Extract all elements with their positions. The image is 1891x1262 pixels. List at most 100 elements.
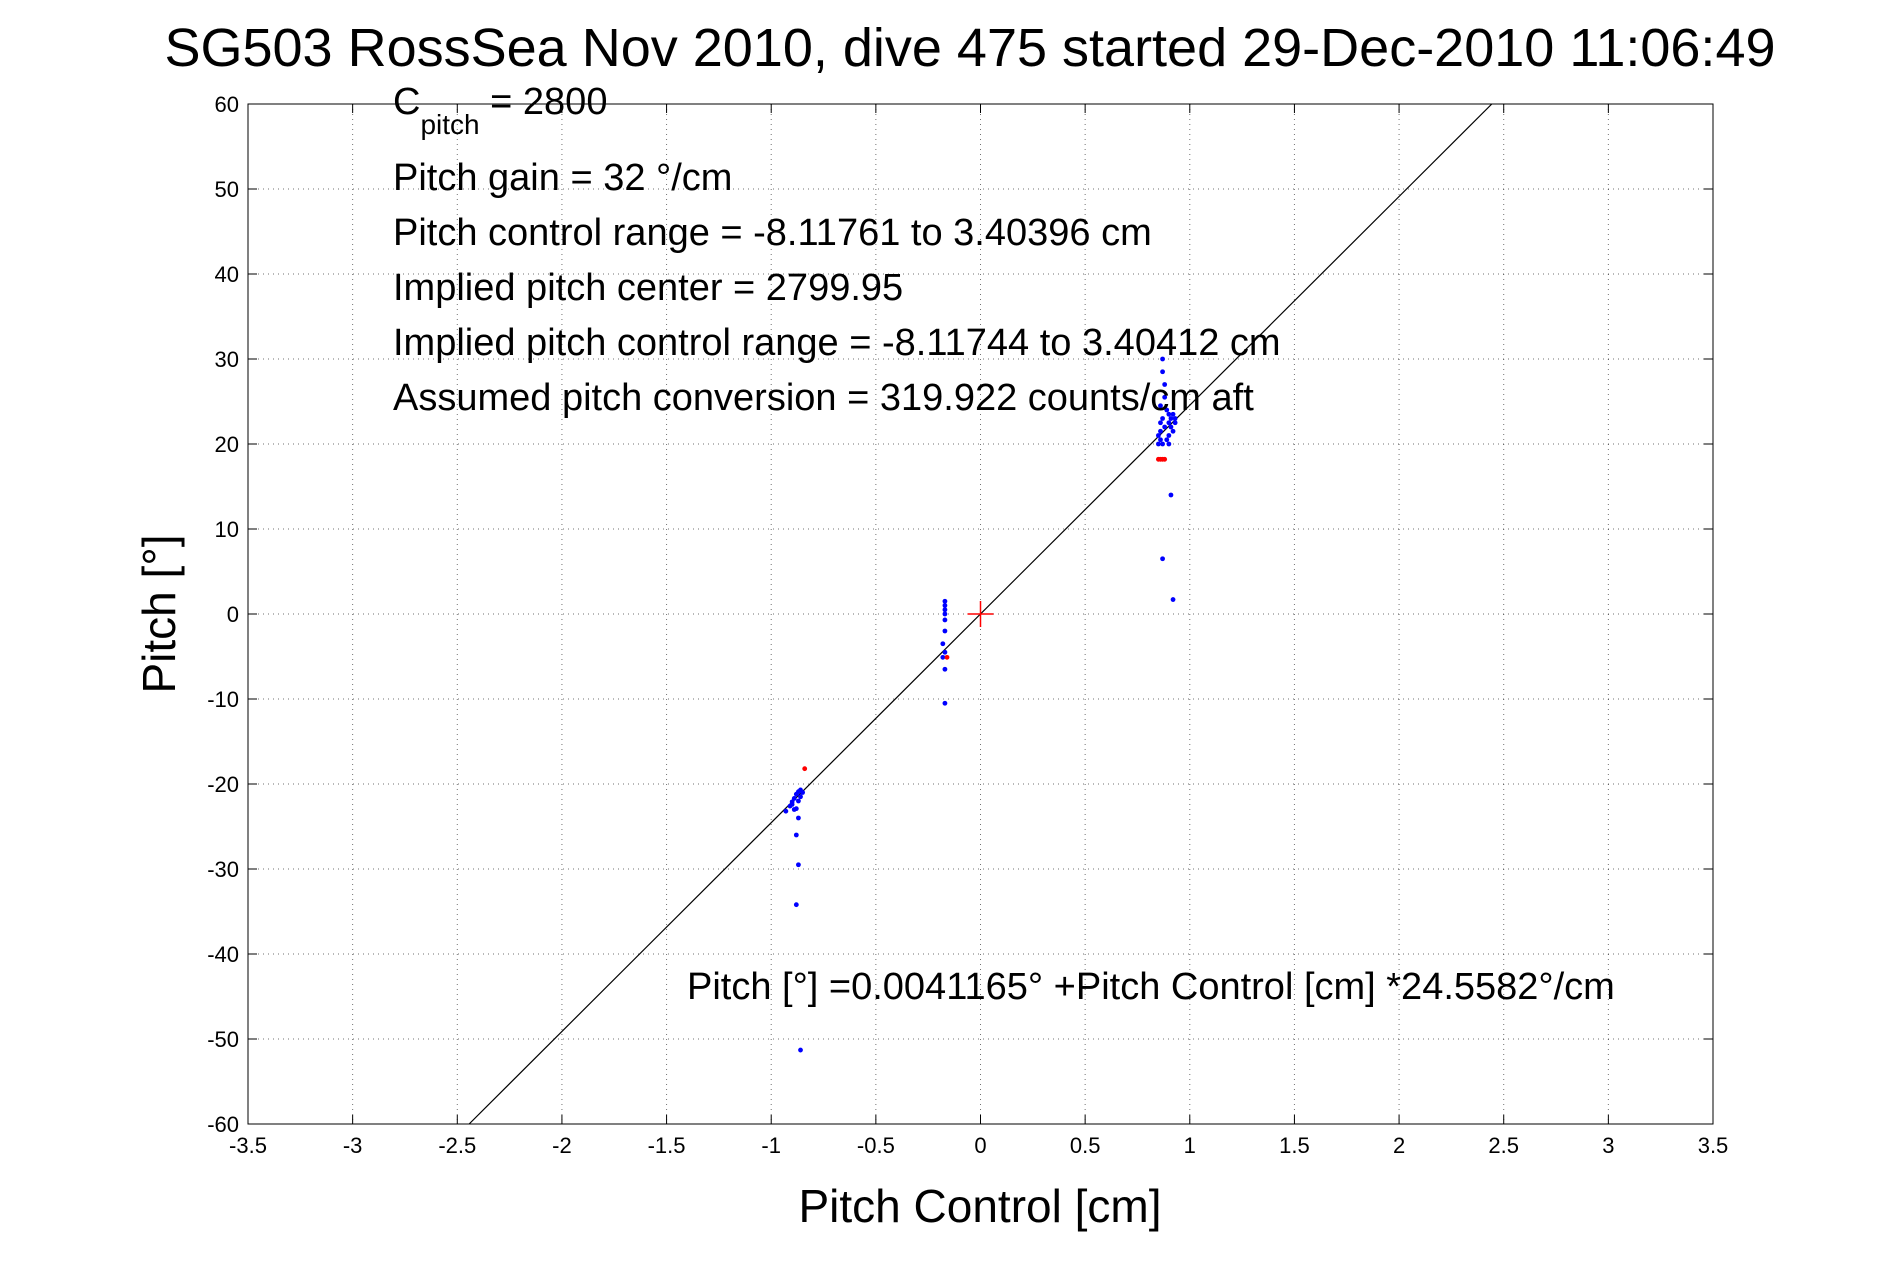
y-tick-label: -40 <box>207 942 239 967</box>
data-point-blue <box>1170 428 1176 434</box>
x-tick-label: -3 <box>343 1133 363 1158</box>
data-point-blue <box>1168 424 1174 430</box>
data-point-blue <box>1172 416 1178 421</box>
data-point-blue <box>1162 424 1168 430</box>
data-point-blue <box>942 611 948 617</box>
data-point-blue <box>798 1047 803 1053</box>
data-point-blue <box>796 798 801 804</box>
data-point-blue <box>1160 556 1165 562</box>
data-point-blue <box>1172 420 1178 426</box>
data-point-blue <box>1155 441 1161 447</box>
data-point-blue <box>1160 369 1165 375</box>
data-point-blue <box>793 832 799 838</box>
data-point-blue <box>1164 407 1170 413</box>
x-tick-label: 0 <box>974 1133 986 1158</box>
data-point-blue <box>1170 411 1176 417</box>
annotation-implied-pitch-center: Implied pitch center = 2799.95 <box>393 267 903 309</box>
x-tick-label: -3.5 <box>229 1133 267 1158</box>
data-point-blue <box>1164 437 1170 443</box>
data-point-blue <box>1166 441 1172 447</box>
x-tick-label: -1 <box>761 1133 781 1158</box>
annotation-c-pitch-base: C <box>393 81 420 123</box>
x-tick-label: 0.5 <box>1070 1133 1101 1158</box>
annotation-c-pitch-value: = 2800 <box>480 81 608 123</box>
data-point-red <box>944 654 950 660</box>
y-tick-label: 20 <box>215 432 239 457</box>
data-point-blue <box>1166 433 1172 438</box>
x-tick-label: 3.5 <box>1698 1133 1729 1158</box>
annotation-c-pitch: Cpitch = 2800 <box>393 81 607 140</box>
data-point-blue <box>1170 597 1176 602</box>
data-point-blue <box>942 607 948 613</box>
data-point-blue <box>1162 382 1168 387</box>
x-tick-label: -2.5 <box>438 1133 476 1158</box>
annotation-pitch-control-range: Pitch control range = -8.11761 to 3.4039… <box>393 212 1152 254</box>
annotation-assumed-pitch-conversion: Assumed pitch conversion = 319.922 count… <box>393 377 1254 419</box>
x-tick-label: 3 <box>1602 1133 1614 1158</box>
data-point-blue <box>1158 437 1163 443</box>
x-tick-label: 1 <box>1184 1133 1196 1158</box>
data-point-blue <box>789 802 795 807</box>
x-tick-label: 1.5 <box>1279 1133 1310 1158</box>
data-point-blue <box>1166 411 1172 417</box>
center-marker-group <box>967 601 994 627</box>
annotation-pitch-gain: Pitch gain = 32 °/cm <box>393 157 732 199</box>
data-point-blue <box>940 654 946 660</box>
data-points <box>783 356 1178 1053</box>
y-ticks: -60 -50 -40 -30 -20 -10 0 10 20 30 40 50 60 <box>207 92 1713 1137</box>
data-point-blue <box>1160 356 1165 362</box>
data-point-blue <box>791 807 797 812</box>
annotation-implied-pitch-control-range: Implied pitch control range = -8.11744 t… <box>393 322 1281 364</box>
data-point-blue <box>793 902 799 908</box>
y-tick-label: 50 <box>215 177 239 202</box>
y-tick-label: 60 <box>215 92 239 117</box>
y-tick-label: -30 <box>207 857 239 882</box>
y-axis-label: Pitch [°] <box>133 534 185 693</box>
data-point-blue <box>791 796 797 801</box>
data-point-blue <box>1168 492 1174 498</box>
data-point-blue <box>796 815 801 821</box>
data-point-blue <box>1166 420 1172 426</box>
data-point-red <box>802 766 808 772</box>
annotation-c-pitch-subscript: pitch <box>420 109 479 140</box>
y-tick-label: -20 <box>207 772 239 797</box>
data-point-blue <box>940 641 946 647</box>
data-point-blue <box>942 649 948 655</box>
y-tick-label: 30 <box>215 347 239 372</box>
data-point-blue <box>1160 416 1165 421</box>
annotation-block: Cpitch = 2800 Pitch gain = 32 °/cm Pitch… <box>393 81 1615 1008</box>
data-point-blue <box>800 790 806 795</box>
x-axis-label: Pitch Control [cm] <box>799 1180 1162 1232</box>
x-tick-label: 2 <box>1393 1133 1405 1158</box>
data-point-blue <box>1155 433 1161 438</box>
data-point-blue <box>1158 403 1163 409</box>
y-tick-label: 40 <box>215 262 239 287</box>
data-point-blue <box>942 666 948 672</box>
y-tick-label: 10 <box>215 517 239 542</box>
data-point-blue <box>798 794 803 800</box>
y-tick-label: -10 <box>207 687 239 712</box>
chart-title: SG503 RossSea Nov 2010, dive 475 started… <box>164 18 1775 78</box>
y-tick-label: 0 <box>227 602 239 627</box>
data-point-blue <box>1162 394 1168 400</box>
annotation-fit-equation: Pitch [°] =0.0041165° +Pitch Control [cm… <box>687 966 1615 1008</box>
data-point-blue <box>1158 420 1163 426</box>
x-tick-label: -2 <box>552 1133 572 1158</box>
data-point-blue <box>1158 428 1163 434</box>
data-point-blue <box>1160 441 1165 447</box>
y-tick-label: -60 <box>207 1112 239 1137</box>
y-tick-label: -50 <box>207 1027 239 1052</box>
data-point-red <box>1162 456 1168 462</box>
data-point-blue <box>1168 416 1174 421</box>
data-point-blue <box>942 617 948 623</box>
x-tick-label: -0.5 <box>857 1133 895 1158</box>
data-point-blue <box>942 700 948 706</box>
x-ticks: -3.5 -3 -2.5 -2 -1.5 -1 -0.5 0 0.5 1 1.5 2 2.5 3 3.5 <box>229 104 1728 1158</box>
data-point-blue <box>942 598 948 604</box>
data-point-blue <box>942 603 948 608</box>
x-tick-label: -1.5 <box>648 1133 686 1158</box>
x-tick-label: 2.5 <box>1488 1133 1519 1158</box>
data-point-blue <box>942 628 948 634</box>
data-point-blue <box>796 862 801 868</box>
